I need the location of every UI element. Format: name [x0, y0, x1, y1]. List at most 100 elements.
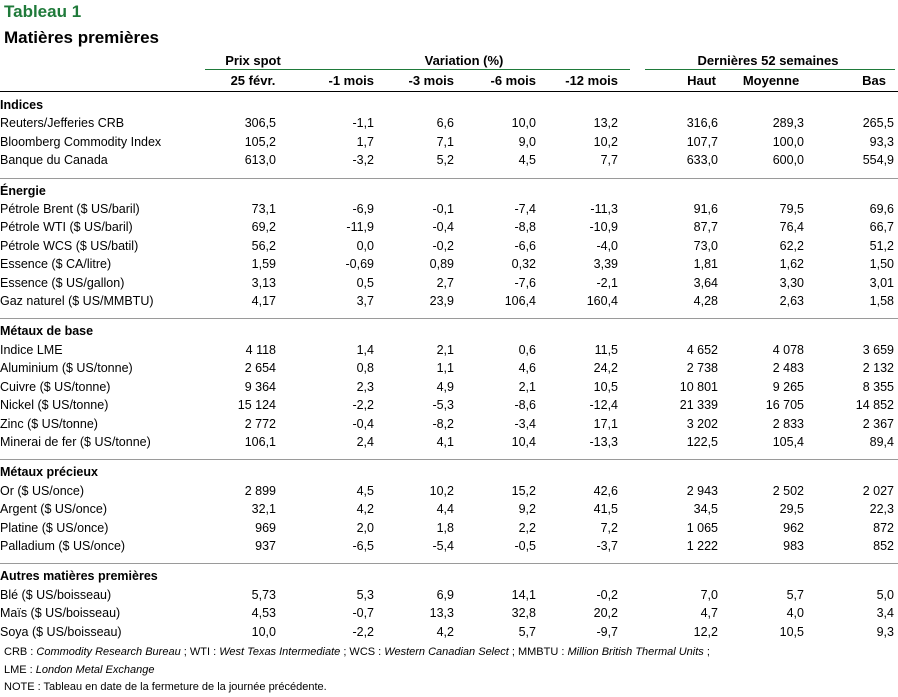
change-12m: 10,2 [593, 134, 618, 149]
change-12m: -2,1 [596, 275, 618, 290]
change-12m: -10,9 [589, 220, 619, 235]
spot-price: 306,5 [244, 116, 276, 131]
change-3m: 1,1 [436, 361, 454, 376]
change-3m: 4,2 [436, 624, 454, 639]
low-52w: 554,9 [862, 153, 894, 168]
average-52w: 3,30 [779, 275, 804, 290]
average-52w: 2,63 [779, 294, 804, 309]
spot-price: 1,59 [251, 257, 276, 272]
change-6m: -3,4 [514, 416, 536, 431]
change-1m: 4,5 [356, 483, 374, 498]
average-52w: 76,4 [779, 220, 804, 235]
spot-price: 2 899 [244, 483, 276, 498]
header-date: 25 févr. [230, 73, 276, 88]
change-6m: -8,8 [514, 220, 536, 235]
footnote-note: NOTE : Tableau en date de la fermeture d… [4, 681, 327, 693]
change-1m: -0,7 [352, 606, 374, 621]
average-52w: 105,4 [772, 434, 804, 449]
header-underline-variation [298, 69, 630, 70]
change-12m: -13,3 [589, 434, 619, 449]
change-12m: -0,2 [596, 587, 618, 602]
section-heading: Métaux de base [0, 324, 94, 339]
low-52w: 2 132 [862, 361, 894, 376]
change-3m: 4,9 [436, 379, 454, 394]
change-1m: 2,3 [356, 379, 374, 394]
change-6m: 4,6 [518, 361, 536, 376]
change-12m: -4,0 [596, 238, 618, 253]
change-6m: -7,4 [514, 202, 536, 217]
change-6m: 4,5 [518, 153, 536, 168]
section-separator [0, 451, 898, 461]
change-6m: 5,7 [518, 624, 536, 639]
spot-price: 969 [255, 520, 276, 535]
high-52w: 91,6 [693, 202, 718, 217]
low-52w: 66,7 [869, 220, 894, 235]
commodity-name: Nickel ($ US/tonne) [0, 398, 109, 413]
table-row: Indice LME 4 118 1,4 2,1 0,6 11,5 4 652 4 078 3 … [0, 341, 898, 359]
change-3m: 4,4 [436, 502, 454, 517]
change-3m: 6,9 [436, 587, 454, 602]
low-52w: 1,58 [869, 294, 894, 309]
change-1m: 0,5 [356, 275, 374, 290]
average-52w: 2 483 [772, 361, 804, 376]
spot-price: 10,0 [251, 624, 276, 639]
low-52w: 3,01 [869, 275, 894, 290]
spot-price: 937 [255, 538, 276, 553]
section-separator [0, 169, 898, 179]
average-52w: 4,0 [786, 606, 804, 621]
section-heading: Énergie [0, 183, 46, 198]
change-12m: 20,2 [593, 606, 618, 621]
table-row: Soya ($ US/boisseau) 10,0 -2,2 4,2 5,7 -9,7 12… [0, 623, 898, 641]
commodity-name: Minerai de fer ($ US/tonne) [0, 434, 151, 449]
change-3m: 1,8 [436, 520, 454, 535]
average-52w: 289,3 [772, 116, 804, 131]
high-52w: 73,0 [693, 238, 718, 253]
table-row: Pétrole WCS ($ US/batil) 56,2 0,0 -0,2 -6,6 -… [0, 237, 898, 255]
change-6m: 0,6 [518, 342, 536, 357]
change-3m: -0,4 [432, 220, 454, 235]
change-6m: -6,6 [514, 238, 536, 253]
commodity-name: Banque du Canada [0, 153, 108, 168]
spot-price: 9 364 [244, 379, 276, 394]
header-52-weeks: Dernières 52 semaines [697, 53, 839, 68]
average-52w: 100,0 [772, 134, 804, 149]
commodity-name: Pétrole WTI ($ US/baril) [0, 220, 133, 235]
table-row: Banque du Canada 613,0 -3,2 5,2 4,5 7,7 633,0 6… [0, 151, 898, 169]
high-52w: 2 738 [686, 361, 718, 376]
average-52w: 4 078 [772, 342, 804, 357]
low-52w: 265,5 [862, 116, 894, 131]
change-3m: 2,7 [436, 275, 454, 290]
change-1m: -2,2 [352, 398, 374, 413]
low-52w: 1,50 [869, 257, 894, 272]
change-6m: 2,2 [518, 520, 536, 535]
low-52w: 9,3 [876, 624, 894, 639]
change-1m: -6,9 [352, 202, 374, 217]
average-52w: 983 [783, 538, 804, 553]
spot-price: 105,2 [244, 134, 276, 149]
commodity-name: Soya ($ US/boisseau) [0, 624, 122, 639]
spot-price: 5,73 [251, 587, 276, 602]
change-12m: -12,4 [589, 398, 619, 413]
header-minus-3-months: -3 mois [408, 73, 454, 88]
change-3m: -0,2 [432, 238, 454, 253]
change-1m: -0,4 [352, 416, 374, 431]
low-52w: 2 367 [862, 416, 894, 431]
spot-price: 4,17 [251, 294, 276, 309]
section-heading-row: Indices [0, 96, 898, 114]
table-row: Pétrole Brent ($ US/baril) 73,1 -6,9 -0,1 -7… [0, 200, 898, 218]
table-row: Blé ($ US/boisseau) 5,73 5,3 6,9 14,1 -0,2 7,0… [0, 586, 898, 604]
commodity-name: Essence ($ US/gallon) [0, 275, 125, 290]
average-52w: 62,2 [779, 238, 804, 253]
change-1m: -2,2 [352, 624, 374, 639]
average-52w: 9 265 [772, 379, 804, 394]
high-52w: 1,81 [693, 257, 718, 272]
section-heading-row: Métaux précieux [0, 463, 898, 481]
commodity-name: Indice LME [0, 342, 63, 357]
change-3m: 23,9 [429, 294, 454, 309]
change-12m: 42,6 [593, 483, 618, 498]
high-52w: 122,5 [686, 434, 718, 449]
change-1m: 4,2 [356, 502, 374, 517]
commodity-name: Maïs ($ US/boisseau) [0, 606, 121, 621]
average-52w: 79,5 [779, 202, 804, 217]
